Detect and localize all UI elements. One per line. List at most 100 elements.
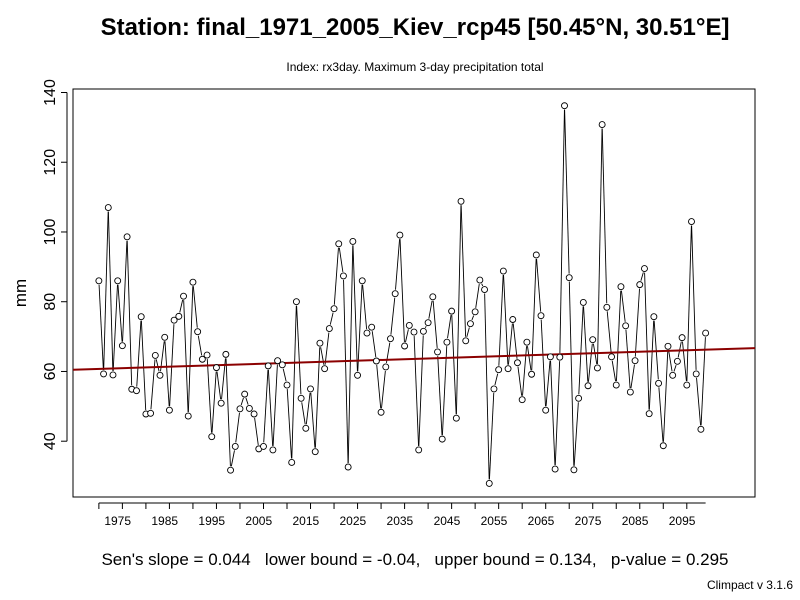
series-segment — [112, 284, 118, 371]
data-point-2055 — [490, 385, 498, 393]
data-point-2040 — [419, 327, 427, 335]
data-point-1987 — [170, 316, 178, 324]
x-tick-label: 1975 — [104, 514, 131, 528]
data-point-2057 — [499, 267, 507, 275]
data-point-2000 — [231, 442, 239, 450]
series-segment — [531, 258, 537, 371]
data-point-2042 — [429, 293, 437, 301]
x-tick-label: 2025 — [340, 514, 367, 528]
series-segment — [630, 364, 635, 389]
series-segment — [286, 389, 292, 459]
x-tick-label: 1995 — [198, 514, 225, 528]
data-point-2080 — [608, 353, 615, 361]
data-point-2090 — [655, 379, 663, 387]
series-segment — [451, 315, 457, 415]
series-segment — [503, 275, 509, 365]
series-segment — [611, 360, 617, 382]
data-point-2097 — [688, 218, 695, 225]
series-segment — [381, 370, 386, 409]
data-point-2045 — [443, 338, 451, 346]
data-point-2071 — [565, 274, 573, 282]
series-segment — [441, 346, 448, 436]
series-segment — [126, 240, 133, 386]
series-segment — [395, 239, 401, 290]
data-point-2003 — [245, 404, 253, 412]
data-point-2061 — [518, 396, 526, 404]
data-point-2015 — [302, 424, 310, 432]
data-point-1982 — [147, 409, 155, 417]
data-point-1990 — [184, 412, 192, 420]
series-segment — [305, 392, 311, 425]
data-point-2084 — [626, 388, 634, 396]
x-tick-label: 2005 — [245, 514, 272, 528]
data-point-2086 — [636, 281, 644, 289]
series-segment — [155, 359, 160, 372]
series-segment — [206, 359, 212, 433]
y-tick-label: 100 — [42, 219, 59, 246]
series-segment — [169, 324, 175, 407]
series-segment — [640, 272, 644, 281]
series-segment — [432, 300, 438, 348]
data-point-1988 — [175, 312, 183, 320]
series-segment — [263, 369, 269, 443]
series-segment — [235, 412, 240, 443]
data-point-2062 — [523, 338, 531, 346]
data-point-2053 — [481, 286, 489, 293]
series-segment — [291, 305, 297, 459]
chart-subtitle: Index: rx3day. Maximum 3-day precipitati… — [286, 60, 544, 74]
data-point-2068 — [551, 465, 559, 473]
series-segment — [352, 245, 358, 372]
data-point-2081 — [612, 381, 620, 389]
data-point-2009 — [274, 357, 282, 365]
series-segment — [644, 272, 650, 410]
series-segment — [437, 355, 443, 436]
data-point-2078 — [598, 121, 606, 129]
series-segment — [230, 450, 235, 467]
data-point-1974 — [109, 371, 117, 379]
data-point-2092 — [664, 342, 672, 350]
data-point-2029 — [368, 323, 376, 331]
data-point-2025 — [349, 237, 357, 245]
series-segment — [700, 337, 706, 426]
data-point-2026 — [354, 371, 362, 379]
series-segment — [691, 225, 697, 370]
series-segment — [413, 336, 419, 446]
trend-line-path — [72, 347, 756, 371]
data-point-2006 — [260, 442, 267, 450]
data-points — [95, 102, 710, 487]
y-tick-label: 120 — [42, 149, 59, 176]
data-point-2010 — [278, 361, 286, 369]
data-point-2069 — [556, 353, 564, 361]
trend-line — [72, 347, 756, 371]
data-point-2075 — [584, 382, 592, 390]
series-segment — [347, 245, 354, 464]
series-segment — [338, 247, 344, 273]
series-segment — [117, 284, 123, 342]
data-point-2052 — [476, 276, 484, 284]
series-segment — [192, 286, 198, 328]
data-point-2072 — [570, 466, 578, 474]
data-point-2041 — [424, 319, 432, 327]
data-point-2089 — [650, 313, 658, 321]
x-axis: 1975 1985 1995 2005 2015 2025 2035 2045 2055 2065… — [98, 502, 706, 528]
data-point-2094 — [673, 357, 681, 365]
series-segment — [362, 284, 368, 330]
series-segment — [428, 300, 433, 319]
data-point-1971 — [95, 277, 103, 285]
data-point-2066 — [542, 406, 550, 414]
data-point-2077 — [593, 364, 601, 372]
data-point-2048 — [457, 197, 465, 205]
series-segment — [376, 364, 382, 409]
data-point-2034 — [391, 290, 399, 298]
chart-title: Station: final_1971_2005_Kiev_rcp45 [50.… — [100, 14, 730, 41]
series-segment — [578, 306, 584, 395]
data-point-1997 — [217, 399, 225, 407]
series-segment — [272, 364, 278, 446]
data-point-2044 — [438, 435, 446, 443]
series-segment — [254, 417, 259, 445]
series-segment — [540, 319, 546, 407]
series-segment — [620, 290, 626, 322]
series-segment — [668, 350, 673, 372]
series-segment — [484, 293, 490, 480]
series-segment — [498, 275, 504, 366]
